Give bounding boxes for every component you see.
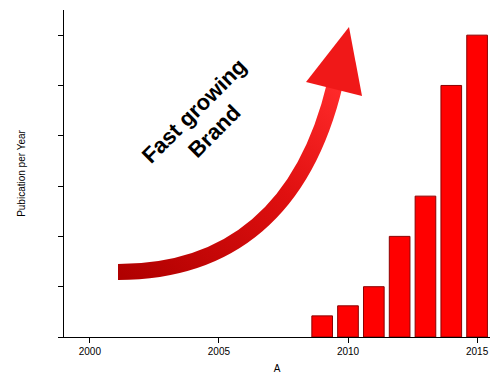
svg-text:A: A (274, 363, 281, 374)
svg-text:2010: 2010 (337, 346, 360, 357)
svg-text:Pubication per Year: Pubication per Year (16, 129, 27, 216)
svg-text:2000: 2000 (79, 346, 102, 357)
svg-text:Fast growingBrand: Fast growingBrand (137, 54, 272, 189)
svg-text:2015: 2015 (466, 346, 489, 357)
svg-text:2005: 2005 (208, 346, 231, 357)
